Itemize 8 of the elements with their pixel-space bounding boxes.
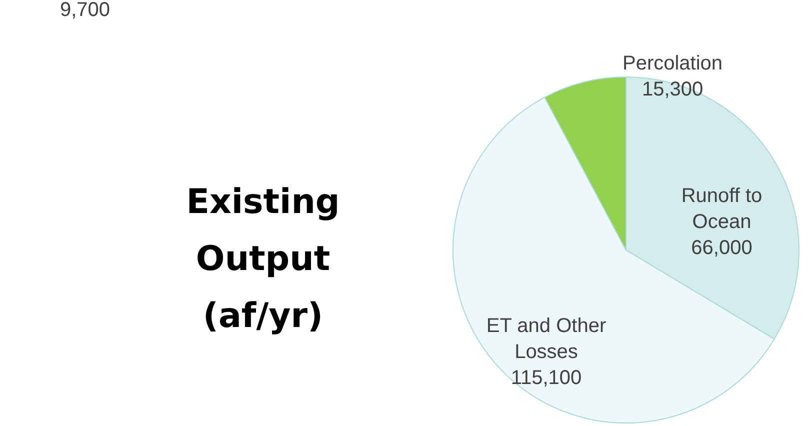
text: 9,700: [60, 0, 110, 21]
slice-label: Percolation: [622, 52, 723, 75]
data-label: 115,100: [510, 366, 582, 389]
data-label: 15,300: [642, 78, 704, 101]
slice-label: Runoff to Ocean: [681, 184, 762, 233]
data-label: 66,000: [691, 236, 752, 259]
slice-label: ET and Other Losses: [486, 314, 606, 363]
text: Existing Output (af/yr): [186, 182, 340, 336]
